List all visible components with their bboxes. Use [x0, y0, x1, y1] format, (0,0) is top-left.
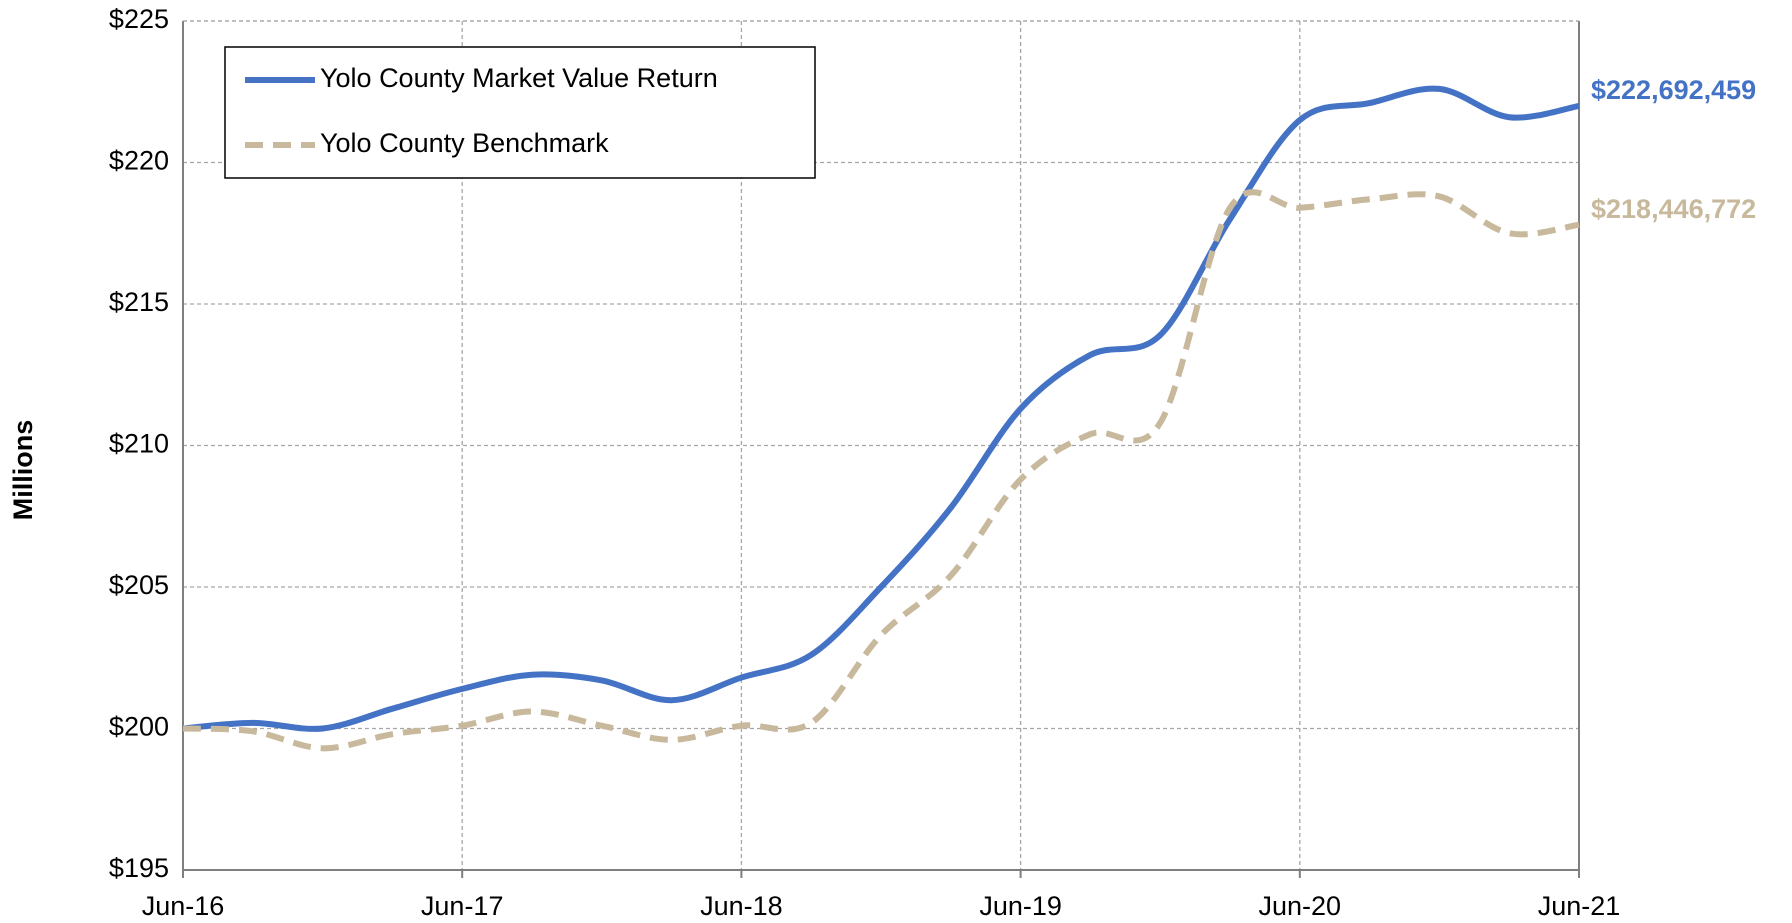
- y-tick-label: $200: [109, 712, 169, 742]
- x-tick-label: Jun-17: [421, 891, 504, 921]
- end-label: $218,446,772: [1591, 194, 1756, 224]
- x-tick-label: Jun-18: [700, 891, 783, 921]
- y-axis-label: Millions: [8, 420, 38, 521]
- x-tick-label: Jun-16: [142, 891, 225, 921]
- x-tick-label: Jun-20: [1259, 891, 1342, 921]
- end-label: $222,692,459: [1591, 75, 1756, 105]
- legend-box: [224, 46, 816, 179]
- x-tick-label: Jun-19: [979, 891, 1062, 921]
- legend-label: Yolo County Benchmark: [320, 128, 609, 158]
- series-line: [182, 189, 1580, 752]
- y-tick-label: $210: [109, 429, 169, 459]
- y-tick-label: $220: [109, 146, 169, 176]
- y-tick-label: $225: [109, 4, 169, 34]
- y-tick-label: $215: [109, 287, 169, 317]
- y-tick-label: $205: [109, 570, 169, 600]
- series-line: [182, 85, 1580, 732]
- y-tick-label: $195: [109, 853, 169, 883]
- legend-label: Yolo County Market Value Return: [320, 63, 718, 93]
- x-tick-label: Jun-21: [1538, 891, 1621, 921]
